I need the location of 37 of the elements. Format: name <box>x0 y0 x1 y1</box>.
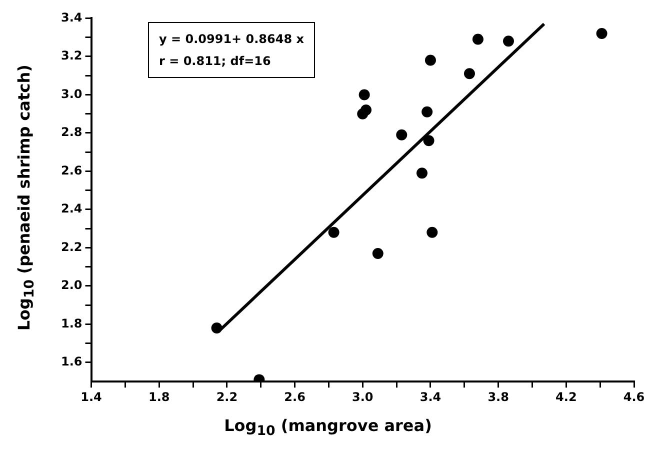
x-tick-label: 4.6 <box>623 390 645 404</box>
y-tick-label: 1.6 <box>60 354 82 369</box>
y-tick-label: 2.0 <box>60 278 82 292</box>
x-tick-label: 2.2 <box>216 390 238 404</box>
x-tick-label: 3.4 <box>420 390 442 404</box>
point <box>211 322 222 334</box>
y-tick-label: 1.8 <box>60 316 82 330</box>
x-tick-label: 3.8 <box>488 390 509 404</box>
point <box>464 68 475 80</box>
y-tick-label: 2.4 <box>60 202 82 216</box>
annotation: r = 0.811; df=16 <box>159 53 272 70</box>
point <box>424 54 436 66</box>
y-tick-label: 3.2 <box>60 48 82 63</box>
x-axis-title: Log$_{10}$ (mangrove area) <box>223 416 433 440</box>
y-tick-label: 2.6 <box>60 163 82 178</box>
point <box>422 106 433 118</box>
point <box>372 248 384 259</box>
x-tick-label: 4.2 <box>556 390 577 404</box>
point <box>358 89 370 100</box>
point <box>472 34 484 45</box>
point <box>416 168 428 179</box>
point <box>328 226 340 238</box>
point <box>396 129 408 140</box>
y-tick-label: 3.4 <box>60 10 82 24</box>
x-tick-label: 1.8 <box>148 390 170 404</box>
x-tick-label: 2.6 <box>284 390 306 404</box>
point <box>502 36 514 47</box>
y-tick-label: 3.0 <box>60 86 82 101</box>
y-tick-label: 2.2 <box>60 240 82 254</box>
point <box>423 135 434 146</box>
point <box>360 104 372 116</box>
point <box>426 226 438 238</box>
x-tick-label: 1.4 <box>80 390 102 404</box>
point <box>596 28 608 39</box>
x-tick-label: 3.0 <box>352 390 374 404</box>
annotation: y = 0.0991+ 0.8648 x <box>159 31 304 48</box>
y-tick-label: 2.8 <box>60 125 82 140</box>
